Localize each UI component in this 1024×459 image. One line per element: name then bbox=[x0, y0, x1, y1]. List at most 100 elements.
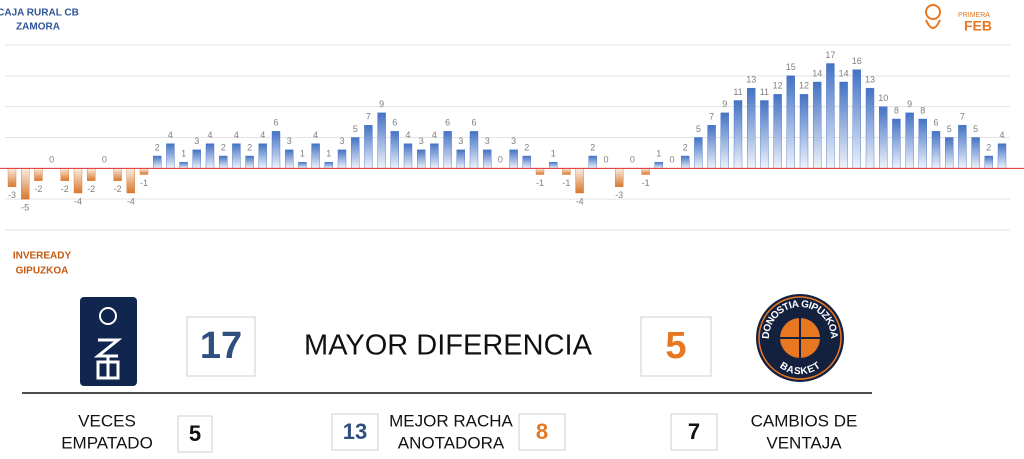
bar bbox=[152, 155, 162, 169]
team-top-line: ZAMORA bbox=[16, 22, 60, 33]
bar bbox=[681, 155, 690, 169]
value-label: 0 bbox=[669, 155, 674, 165]
value-label: 1 bbox=[656, 149, 661, 159]
bar bbox=[918, 118, 927, 169]
bar bbox=[166, 143, 175, 169]
value-label: 14 bbox=[812, 68, 822, 78]
bar bbox=[285, 149, 294, 169]
value-label: 4 bbox=[405, 130, 410, 140]
bar bbox=[945, 137, 954, 169]
value-label: 8 bbox=[920, 105, 925, 115]
home-logo bbox=[80, 297, 137, 386]
value-label: 1 bbox=[181, 149, 186, 159]
bar bbox=[773, 94, 782, 169]
bar bbox=[958, 124, 967, 169]
value-label: 2 bbox=[524, 142, 529, 152]
ties-value: 5 bbox=[189, 421, 201, 446]
value-label: 3 bbox=[194, 136, 199, 146]
value-label: 3 bbox=[485, 136, 490, 146]
value-label: -3 bbox=[8, 190, 16, 200]
value-label: 8 bbox=[894, 105, 899, 115]
stats-title: MAYOR DIFERENCIA bbox=[304, 330, 593, 362]
value-label: 15 bbox=[786, 62, 796, 72]
bar bbox=[205, 143, 215, 169]
value-label: 7 bbox=[366, 112, 371, 122]
bar bbox=[760, 100, 769, 169]
bar bbox=[720, 112, 729, 169]
bar bbox=[7, 168, 17, 188]
value-label: -1 bbox=[562, 178, 570, 188]
bar bbox=[483, 149, 492, 169]
bar bbox=[113, 168, 122, 181]
value-label: 0 bbox=[498, 155, 503, 165]
value-label: 9 bbox=[722, 99, 727, 109]
value-label: 5 bbox=[696, 124, 701, 134]
stat-label: CAMBIOS DE bbox=[751, 411, 858, 430]
bar bbox=[549, 161, 558, 169]
team-bottom-line: GIPUZKOA bbox=[16, 266, 69, 277]
value-label: 4 bbox=[260, 130, 265, 140]
value-label: 5 bbox=[973, 124, 978, 134]
bar bbox=[971, 137, 980, 169]
bar bbox=[892, 118, 901, 169]
bar bbox=[298, 161, 307, 169]
bar bbox=[311, 143, 320, 169]
stat-label: MEJOR RACHA bbox=[389, 411, 513, 430]
value-label: 6 bbox=[933, 118, 938, 128]
bar bbox=[86, 168, 96, 181]
value-label: 3 bbox=[419, 136, 424, 146]
away-run-value: 8 bbox=[536, 419, 548, 444]
value-label: -1 bbox=[642, 178, 650, 188]
value-label: -3 bbox=[615, 190, 623, 200]
value-label: 4 bbox=[168, 130, 173, 140]
bar bbox=[271, 131, 281, 169]
value-label: 0 bbox=[49, 155, 54, 165]
value-label: 6 bbox=[273, 118, 278, 128]
bar bbox=[324, 161, 333, 169]
value-label: 1 bbox=[326, 149, 331, 159]
value-box bbox=[640, 316, 712, 377]
value-label: -5 bbox=[21, 203, 29, 213]
value-label: -4 bbox=[127, 196, 135, 206]
value-label: 4 bbox=[234, 130, 239, 140]
logo-text: BASKET bbox=[778, 360, 822, 377]
bar bbox=[73, 168, 83, 194]
lead-changes-value: 7 bbox=[688, 419, 700, 444]
value-label: 16 bbox=[852, 56, 862, 66]
value-label: 2 bbox=[986, 142, 991, 152]
value-label: 0 bbox=[102, 155, 107, 165]
value-label: 1 bbox=[551, 149, 556, 159]
bar bbox=[21, 168, 30, 200]
bar bbox=[984, 155, 993, 169]
value-label: 0 bbox=[630, 155, 635, 165]
bar bbox=[905, 112, 914, 169]
bar bbox=[786, 75, 795, 169]
value-label: 5 bbox=[947, 124, 952, 134]
stat-label: EMPATADO bbox=[61, 433, 153, 452]
bar bbox=[430, 143, 439, 169]
value-label: 6 bbox=[445, 118, 450, 128]
bar bbox=[456, 149, 465, 169]
bar bbox=[588, 155, 597, 169]
bar bbox=[707, 124, 716, 169]
bar bbox=[813, 81, 822, 169]
stat-label: VECES bbox=[78, 411, 136, 430]
value-label: 7 bbox=[960, 112, 965, 122]
bar bbox=[258, 143, 267, 169]
value-label: 12 bbox=[773, 81, 783, 91]
value-label: 7 bbox=[709, 112, 714, 122]
value-label: 11 bbox=[760, 87, 769, 97]
bar bbox=[826, 63, 835, 169]
bar bbox=[879, 106, 888, 169]
bar bbox=[126, 168, 136, 194]
value-label: -4 bbox=[576, 196, 584, 206]
bar bbox=[931, 131, 941, 169]
value-label: 3 bbox=[339, 136, 344, 146]
bar bbox=[218, 155, 228, 169]
feb-logo: PRIMERA FEB bbox=[925, 4, 992, 34]
bar bbox=[192, 149, 202, 169]
team-bottom-line: INVEREADY bbox=[13, 251, 72, 262]
value-label: 4 bbox=[432, 130, 437, 140]
bar bbox=[865, 87, 875, 169]
team-top-line: CAJA RURAL CB bbox=[0, 8, 79, 19]
